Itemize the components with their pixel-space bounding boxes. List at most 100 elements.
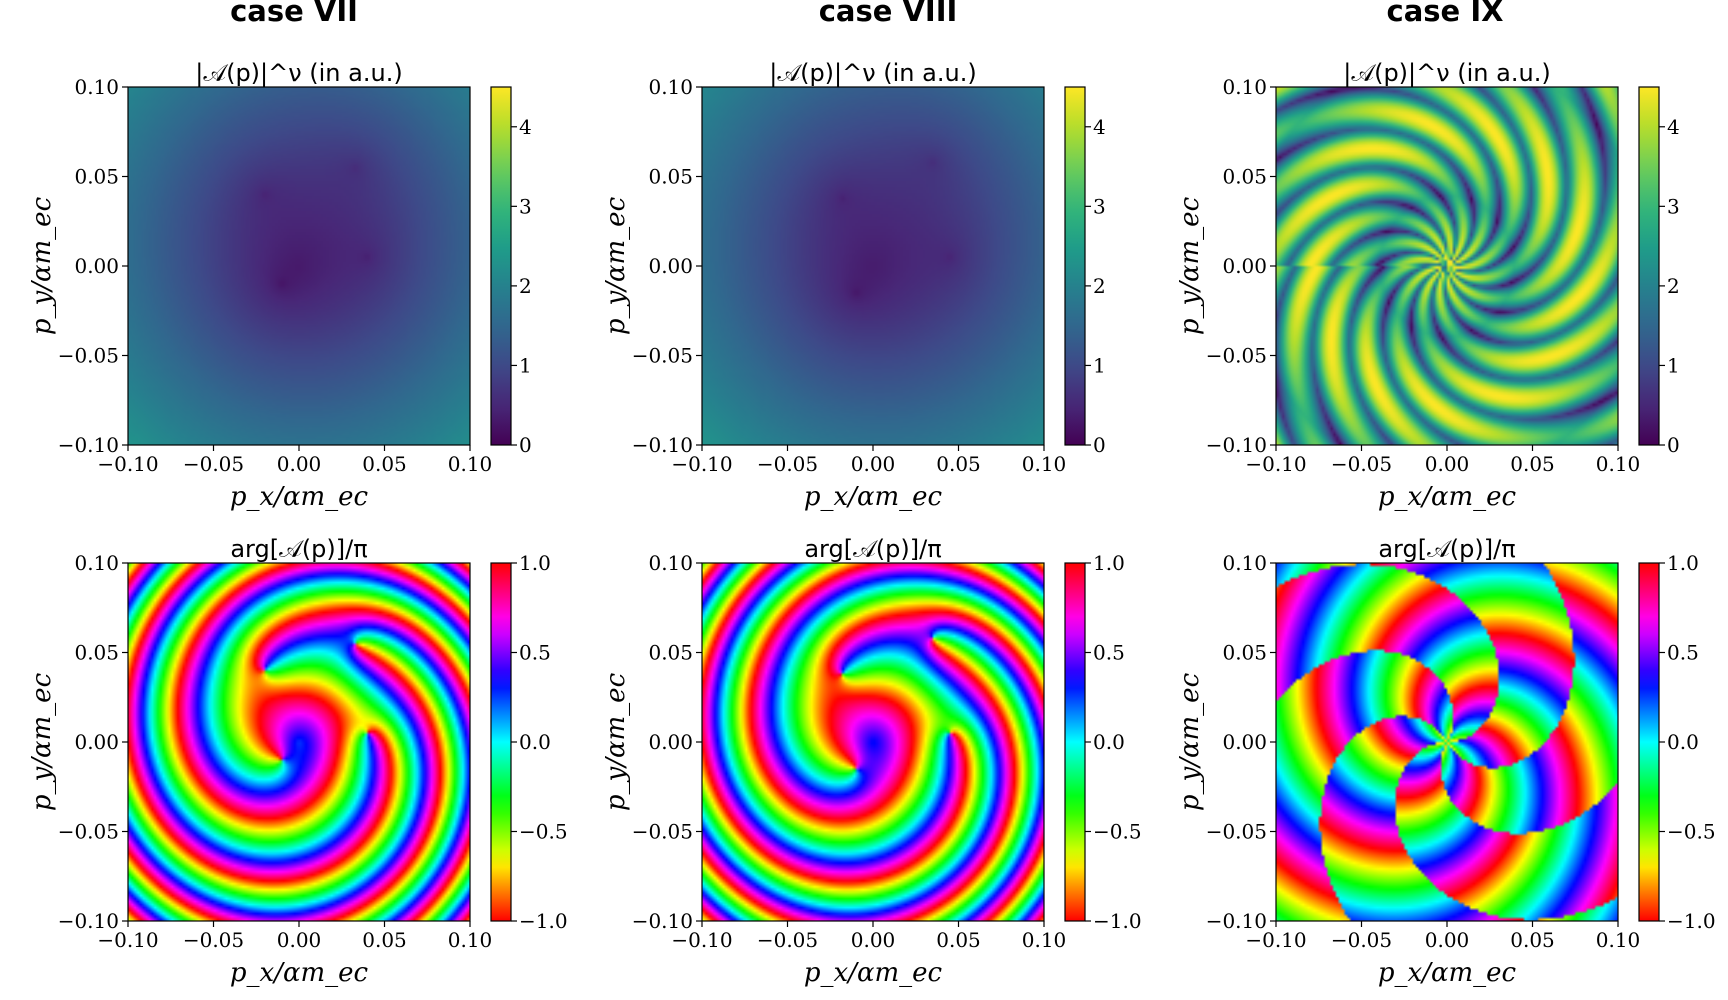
x-tick-label: −0.10 bbox=[97, 928, 158, 952]
x-tick-label: 0.05 bbox=[1510, 928, 1555, 952]
x-tick-label: −0.05 bbox=[1331, 928, 1392, 952]
y-tick-label: 0.00 bbox=[74, 730, 119, 754]
x-tick-label: 0.00 bbox=[277, 928, 322, 952]
x-axis-label: p_x/αm_ec bbox=[804, 958, 943, 988]
y-axis-label: p_y/αm_ec bbox=[1175, 672, 1205, 811]
y-axis-label: p_y/αm_ec bbox=[1175, 196, 1205, 335]
y-tick-label: 0.10 bbox=[74, 75, 119, 99]
colorbar bbox=[490, 86, 512, 446]
x-tick-label: 0.00 bbox=[851, 928, 896, 952]
y-axis-label: p_y/αm_ec bbox=[27, 672, 57, 811]
y-tick-label: 0.05 bbox=[1222, 641, 1267, 665]
colorbar-tick-label: 1.0 bbox=[1667, 551, 1699, 575]
y-tick-label: 0.10 bbox=[1222, 75, 1267, 99]
colorbar-tick-label: 0.5 bbox=[519, 641, 551, 665]
x-tick-label: 0.10 bbox=[448, 928, 493, 952]
y-tick-label: 0.00 bbox=[648, 254, 693, 278]
y-tick-label: 0.05 bbox=[74, 641, 119, 665]
y-axis-label: p_y/αm_ec bbox=[601, 196, 631, 335]
colorbar-tick-label: 3 bbox=[519, 194, 532, 218]
x-axis-label: p_x/αm_ec bbox=[1378, 958, 1517, 988]
colorbar-tick-label: 2 bbox=[1667, 274, 1680, 298]
x-axis-label: p_x/αm_ec bbox=[230, 482, 369, 512]
x-tick-label: 0.10 bbox=[1596, 452, 1641, 476]
x-tick-label: −0.10 bbox=[1245, 452, 1306, 476]
case-title-ix: case IX bbox=[1386, 0, 1504, 28]
y-tick-label: 0.05 bbox=[1222, 165, 1267, 189]
y-tick-label: 0.10 bbox=[648, 75, 693, 99]
colorbar-tick-label: 0 bbox=[1093, 433, 1106, 457]
colorbar bbox=[490, 562, 512, 922]
colorbar-tick-label: 1 bbox=[1667, 353, 1680, 377]
x-tick-label: −0.10 bbox=[1245, 928, 1306, 952]
y-tick-label: 0.00 bbox=[1222, 730, 1267, 754]
colorbar-tick-label: 0 bbox=[1667, 433, 1680, 457]
x-tick-label: 0.05 bbox=[362, 928, 407, 952]
heatmap-image bbox=[702, 87, 1044, 445]
x-tick-label: 0.05 bbox=[1510, 452, 1555, 476]
x-tick-label: −0.05 bbox=[757, 452, 818, 476]
x-axis-label: p_x/αm_ec bbox=[804, 482, 943, 512]
colorbar bbox=[1064, 562, 1086, 922]
colorbar-tick-label: 0.0 bbox=[519, 730, 551, 754]
x-axis-label: p_x/αm_ec bbox=[230, 958, 369, 988]
y-tick-label: 0.05 bbox=[648, 165, 693, 189]
y-tick-label: −0.10 bbox=[632, 433, 693, 457]
case-title-vii: case VII bbox=[230, 0, 358, 28]
x-tick-label: 0.10 bbox=[448, 452, 493, 476]
panel-1: −0.10 −0.05 0.00 0.05 0.10 −0.10 −0.05 0.00 0.05… bbox=[27, 59, 532, 512]
x-tick-label: −0.05 bbox=[1331, 452, 1392, 476]
x-tick-label: −0.10 bbox=[671, 452, 732, 476]
x-tick-label: 0.10 bbox=[1596, 928, 1641, 952]
y-tick-label: −0.10 bbox=[58, 909, 119, 933]
y-tick-label: 0.10 bbox=[1222, 551, 1267, 575]
y-tick-label: −0.05 bbox=[58, 820, 119, 844]
colorbar-tick-label: −0.5 bbox=[1093, 820, 1142, 844]
x-tick-label: −0.05 bbox=[757, 928, 818, 952]
colorbar-tick-label: 4 bbox=[1093, 115, 1106, 139]
y-tick-label: 0.05 bbox=[648, 641, 693, 665]
colorbar-tick-label: 1.0 bbox=[1093, 551, 1125, 575]
colorbar-tick-label: 0.5 bbox=[1093, 641, 1125, 665]
y-tick-label: 0.00 bbox=[1222, 254, 1267, 278]
x-axis-label: p_x/αm_ec bbox=[1378, 482, 1517, 512]
x-tick-label: −0.05 bbox=[183, 452, 244, 476]
colorbar-tick-label: 4 bbox=[519, 115, 532, 139]
y-tick-label: 0.00 bbox=[648, 730, 693, 754]
x-tick-label: 0.00 bbox=[1425, 452, 1470, 476]
y-tick-label: −0.05 bbox=[58, 344, 119, 368]
y-tick-label: −0.10 bbox=[1206, 909, 1267, 933]
y-tick-label: 0.10 bbox=[74, 551, 119, 575]
y-tick-label: 0.05 bbox=[74, 165, 119, 189]
y-tick-label: 0.00 bbox=[74, 254, 119, 278]
colorbar-tick-label: 4 bbox=[1667, 115, 1680, 139]
colorbar-tick-label: 0.0 bbox=[1093, 730, 1125, 754]
heatmap-image bbox=[1276, 87, 1618, 445]
colorbar-tick-label: 1.0 bbox=[519, 551, 551, 575]
colorbar-tick-label: −1.0 bbox=[1093, 909, 1142, 933]
panel-6: −0.10 −0.05 0.00 0.05 0.10 −0.10 −0.05 0.00 0.05… bbox=[1175, 535, 1716, 988]
y-axis-label: p_y/αm_ec bbox=[27, 196, 57, 335]
colorbar-tick-label: −0.5 bbox=[1667, 820, 1716, 844]
colorbar-tick-label: −1.0 bbox=[519, 909, 568, 933]
heatmap-image bbox=[702, 563, 1044, 921]
y-tick-label: −0.05 bbox=[1206, 344, 1267, 368]
y-tick-label: −0.10 bbox=[58, 433, 119, 457]
case-title-viii: case VIII bbox=[818, 0, 958, 28]
colorbar-tick-label: 1 bbox=[1093, 353, 1106, 377]
y-tick-label: −0.05 bbox=[632, 820, 693, 844]
y-axis-label: p_y/αm_ec bbox=[601, 672, 631, 811]
colorbar-tick-label: 1 bbox=[519, 353, 532, 377]
x-tick-label: 0.05 bbox=[936, 928, 981, 952]
x-tick-label: −0.10 bbox=[97, 452, 158, 476]
x-tick-label: 0.05 bbox=[936, 452, 981, 476]
x-tick-label: 0.10 bbox=[1022, 928, 1067, 952]
x-tick-label: 0.00 bbox=[277, 452, 322, 476]
panel-4: −0.10 −0.05 0.00 0.05 0.10 −0.10 −0.05 0.00 0.05… bbox=[27, 535, 568, 988]
colorbar-tick-label: 0.0 bbox=[1667, 730, 1699, 754]
panel-3: −0.10 −0.05 0.00 0.05 0.10 −0.10 −0.05 0.00 0.05… bbox=[1175, 59, 1680, 512]
panel-title: |𝒜(p)|^ν (in a.u.) bbox=[1343, 59, 1550, 87]
panel-title: arg[𝒜(p)]/π bbox=[230, 535, 367, 563]
colorbar bbox=[1638, 562, 1660, 922]
